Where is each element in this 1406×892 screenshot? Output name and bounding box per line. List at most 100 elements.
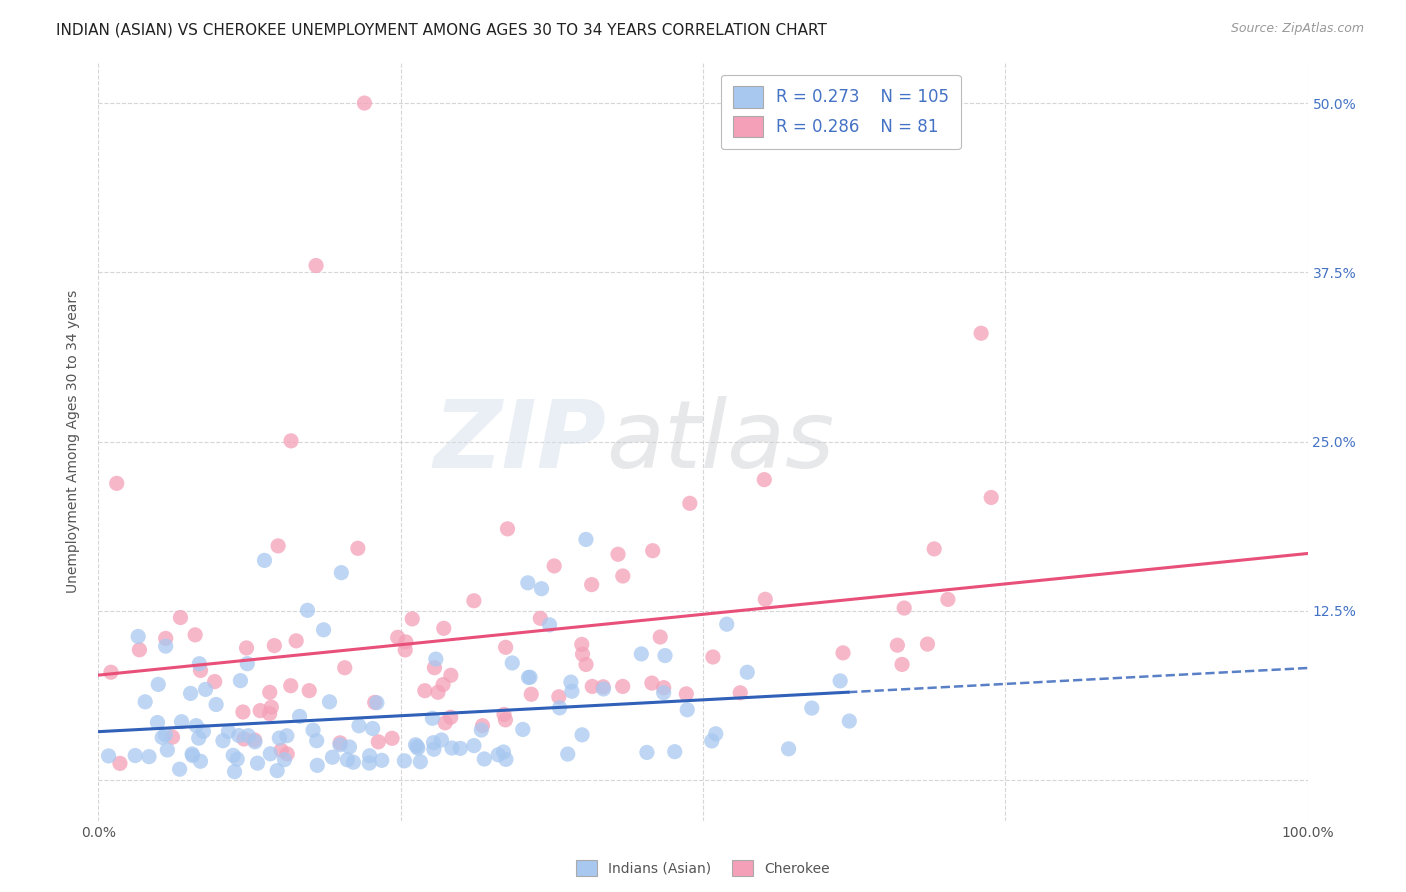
Point xyxy=(970,326,993,341)
Point xyxy=(387,631,409,645)
Point xyxy=(169,762,191,776)
Point xyxy=(830,673,852,688)
Point xyxy=(124,748,146,763)
Point xyxy=(190,754,212,768)
Point xyxy=(430,733,453,747)
Point xyxy=(405,738,427,752)
Point xyxy=(180,686,202,700)
Point xyxy=(641,676,664,690)
Point xyxy=(494,713,516,727)
Point xyxy=(470,723,492,737)
Point xyxy=(138,749,160,764)
Point xyxy=(353,96,375,111)
Point xyxy=(280,434,302,448)
Point xyxy=(652,681,675,695)
Point xyxy=(434,715,457,730)
Point xyxy=(305,733,328,747)
Point xyxy=(243,733,266,747)
Point xyxy=(547,690,569,704)
Point xyxy=(364,695,387,709)
Point xyxy=(181,748,204,763)
Point xyxy=(333,661,356,675)
Point xyxy=(170,714,193,729)
Point xyxy=(169,610,191,624)
Point xyxy=(267,539,290,553)
Point xyxy=(422,736,444,750)
Point xyxy=(394,643,416,657)
Point xyxy=(150,731,173,745)
Point xyxy=(463,739,485,753)
Point xyxy=(193,724,215,739)
Point xyxy=(134,695,156,709)
Point xyxy=(285,633,308,648)
Point xyxy=(186,718,208,732)
Point xyxy=(676,703,699,717)
Point xyxy=(886,638,908,652)
Point xyxy=(654,648,676,663)
Point xyxy=(406,741,429,756)
Point xyxy=(155,632,177,646)
Point xyxy=(612,680,634,694)
Point xyxy=(205,698,228,712)
Point xyxy=(224,764,246,779)
Point xyxy=(329,738,352,752)
Point xyxy=(800,701,823,715)
Point xyxy=(581,577,603,591)
Point xyxy=(305,259,328,273)
Point xyxy=(778,741,800,756)
Point xyxy=(543,558,565,573)
Point xyxy=(529,611,551,625)
Point xyxy=(893,601,915,615)
Point xyxy=(612,569,634,583)
Point xyxy=(155,728,177,742)
Point xyxy=(422,711,444,725)
Legend: Indians (Asian), Cherokee: Indians (Asian), Cherokee xyxy=(571,855,835,882)
Point xyxy=(423,661,446,675)
Point xyxy=(394,754,416,768)
Point xyxy=(347,719,370,733)
Point xyxy=(571,728,593,742)
Point xyxy=(228,729,250,743)
Point xyxy=(575,533,598,547)
Point xyxy=(440,741,463,756)
Point xyxy=(312,623,335,637)
Point xyxy=(650,630,672,644)
Point xyxy=(716,617,738,632)
Point xyxy=(426,685,449,699)
Point xyxy=(471,719,494,733)
Point xyxy=(184,628,207,642)
Point xyxy=(401,612,423,626)
Point xyxy=(100,665,122,680)
Point xyxy=(492,745,515,759)
Point xyxy=(917,637,939,651)
Point xyxy=(259,747,281,761)
Point xyxy=(432,677,454,691)
Point xyxy=(105,476,128,491)
Point xyxy=(259,706,281,721)
Point xyxy=(366,696,388,710)
Point xyxy=(259,685,281,699)
Point xyxy=(236,657,259,671)
Point xyxy=(571,637,593,651)
Point xyxy=(276,729,298,743)
Point xyxy=(501,656,523,670)
Point xyxy=(217,724,239,739)
Point xyxy=(188,657,211,671)
Point xyxy=(409,755,432,769)
Point xyxy=(557,747,579,761)
Point xyxy=(538,618,561,632)
Point xyxy=(496,522,519,536)
Point xyxy=(243,735,266,749)
Point xyxy=(342,755,364,769)
Point xyxy=(832,646,855,660)
Point xyxy=(330,566,353,580)
Point xyxy=(162,730,184,744)
Point xyxy=(413,683,436,698)
Point xyxy=(630,647,652,661)
Text: INDIAN (ASIAN) VS CHEROKEE UNEMPLOYMENT AMONG AGES 30 TO 34 YEARS CORRELATION CH: INDIAN (ASIAN) VS CHEROKEE UNEMPLOYMENT … xyxy=(56,22,827,37)
Point xyxy=(381,731,404,746)
Point xyxy=(298,683,321,698)
Point xyxy=(472,752,495,766)
Point xyxy=(155,639,177,653)
Point xyxy=(288,709,311,723)
